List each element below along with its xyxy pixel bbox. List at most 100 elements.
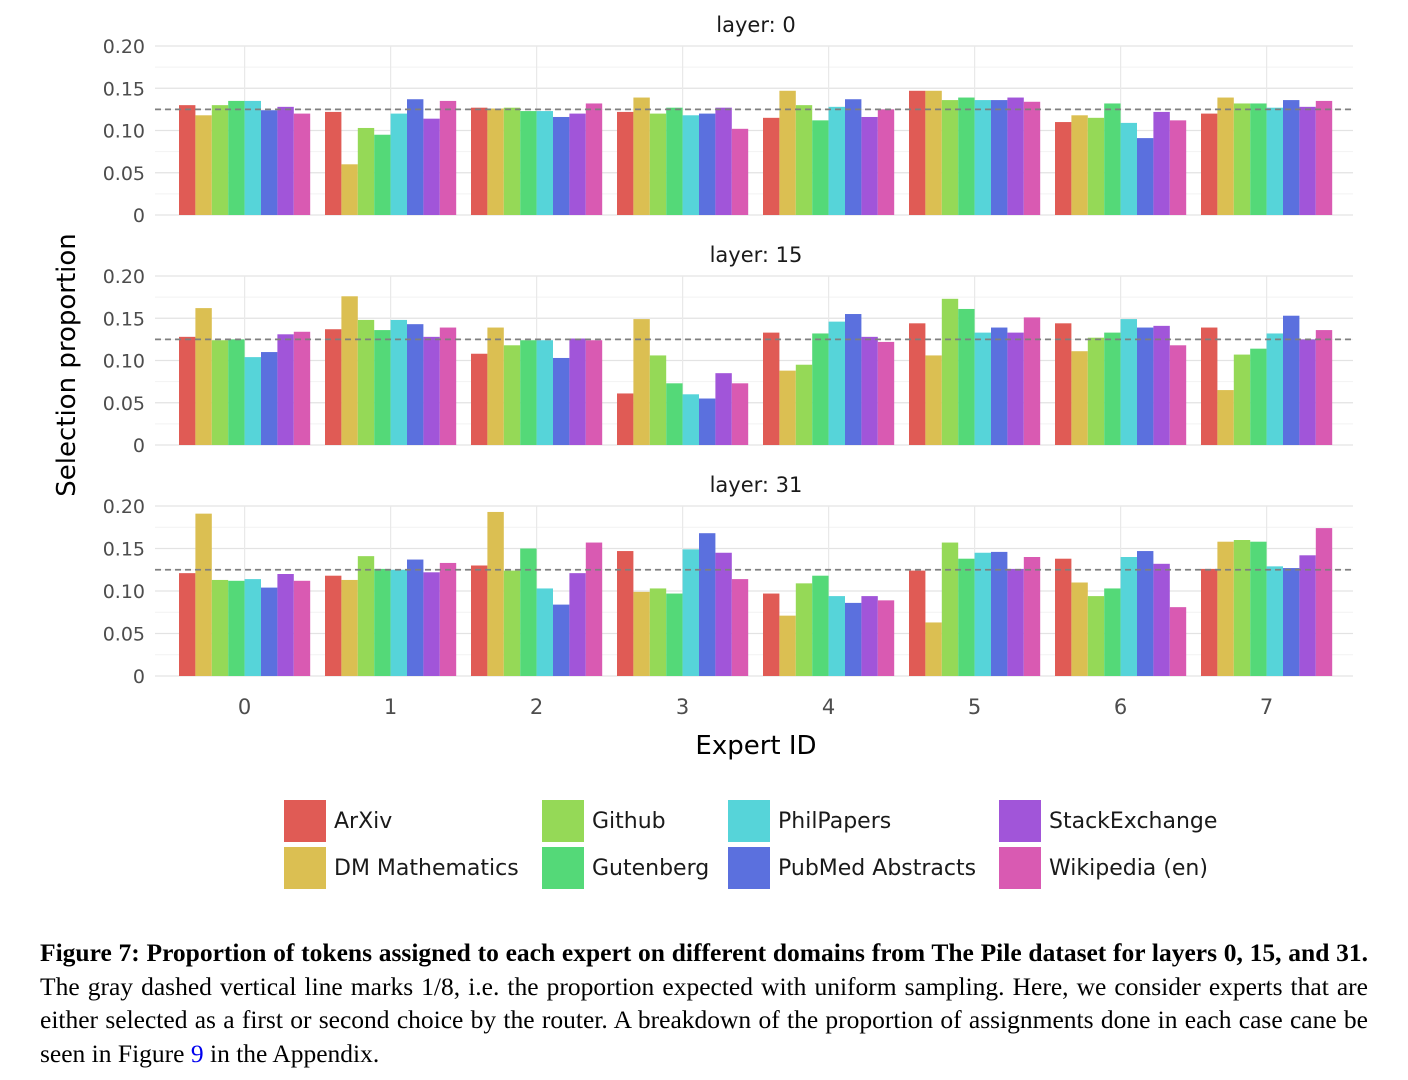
bar — [536, 588, 553, 676]
bar — [1283, 568, 1300, 676]
bar — [487, 108, 504, 215]
bar — [1023, 557, 1041, 676]
bar — [325, 329, 342, 445]
bar — [487, 327, 504, 445]
bar — [553, 116, 570, 215]
y-tick-label: 0.10 — [103, 351, 145, 373]
figure-caption: Figure 7: Proportion of tokens assigned … — [40, 936, 1368, 1070]
bar — [1201, 113, 1218, 215]
bar — [407, 99, 424, 215]
caption-title: Figure 7: Proportion of tokens assigned … — [40, 938, 1368, 967]
legend-label: PhilPapers — [778, 809, 891, 834]
bar — [1217, 97, 1234, 215]
bar — [666, 593, 683, 676]
bar — [423, 572, 440, 676]
bar — [763, 117, 780, 215]
bar — [1299, 106, 1316, 215]
bar — [795, 583, 813, 676]
legend-swatch — [284, 847, 326, 889]
bar — [1071, 115, 1088, 215]
bar — [407, 559, 424, 676]
legend-swatch — [542, 800, 584, 842]
y-tick-label: 0.05 — [103, 163, 145, 185]
bar — [520, 340, 537, 445]
bar — [909, 323, 926, 445]
bar — [569, 113, 586, 215]
y-tick-label: 0.05 — [103, 393, 145, 415]
bar — [1023, 101, 1041, 215]
bar — [925, 355, 942, 445]
bar — [179, 105, 196, 215]
bar — [487, 511, 504, 676]
bar — [974, 100, 991, 215]
y-tick-label: 0.20 — [103, 496, 145, 518]
bar — [569, 338, 586, 445]
bar — [877, 600, 895, 676]
bar — [244, 579, 261, 676]
bar — [585, 340, 603, 445]
legend-label: StackExchange — [1049, 809, 1217, 834]
y-tick-label: 0.15 — [103, 539, 145, 561]
legend: ArXiv DM Mathematics Github Gutenberg PhilPa… — [284, 800, 1217, 889]
bar — [845, 99, 862, 215]
bar — [1153, 563, 1170, 676]
bar — [779, 615, 796, 676]
bar — [1023, 317, 1041, 445]
bar — [1071, 582, 1088, 676]
bar — [357, 556, 375, 676]
bar — [244, 357, 261, 445]
bar — [795, 364, 813, 445]
bar — [1201, 327, 1218, 445]
bar — [958, 308, 975, 445]
bar — [763, 593, 780, 676]
bar — [828, 321, 845, 445]
bar — [407, 324, 424, 445]
bar — [439, 327, 457, 445]
bar — [649, 113, 667, 215]
bar — [828, 106, 845, 215]
bar — [1153, 325, 1170, 445]
bar — [503, 345, 521, 445]
bar — [633, 97, 650, 215]
x-axis-title: Expert ID — [695, 731, 816, 761]
legend-label: Wikipedia (en) — [1049, 856, 1208, 881]
faceted-bar-chart: 0.20 0.15 0.10 0.05 0 layer: 0 0.20 0.15 0.10 0.0… — [52, 13, 1353, 889]
bar — [1104, 588, 1121, 676]
panel-title: layer: 15 — [710, 243, 803, 267]
y-tick-label: 0 — [133, 205, 145, 227]
bar — [682, 549, 699, 676]
bar — [715, 552, 732, 676]
bar — [812, 575, 829, 676]
x-tick-label: 3 — [676, 695, 689, 719]
bar — [1007, 97, 1024, 215]
bar — [423, 118, 440, 215]
bar — [925, 622, 942, 676]
bar — [1087, 117, 1105, 215]
legend-label: ArXiv — [334, 809, 392, 834]
bar — [179, 336, 196, 445]
legend-label: PubMed Abstracts — [778, 856, 976, 881]
bar — [357, 127, 375, 215]
bar — [1233, 540, 1251, 676]
bar — [909, 570, 926, 676]
bar — [909, 90, 926, 215]
y-tick-label: 0.15 — [103, 78, 145, 100]
bar — [763, 332, 780, 445]
bar — [1299, 555, 1316, 676]
bar — [1233, 103, 1251, 215]
bar — [261, 110, 278, 215]
bar — [228, 100, 245, 215]
y-tick-label: 0.20 — [103, 36, 145, 58]
bar — [617, 111, 634, 215]
legend-swatch — [728, 847, 770, 889]
bar — [277, 574, 294, 676]
bar — [1233, 354, 1251, 445]
bar — [211, 105, 229, 215]
bar — [1299, 339, 1316, 445]
bar — [795, 105, 813, 215]
bar — [1104, 103, 1121, 215]
bar — [861, 596, 878, 676]
bar — [195, 513, 212, 676]
x-tick-label: 0 — [238, 695, 251, 719]
caption-figure-link[interactable]: 9 — [190, 1038, 204, 1068]
